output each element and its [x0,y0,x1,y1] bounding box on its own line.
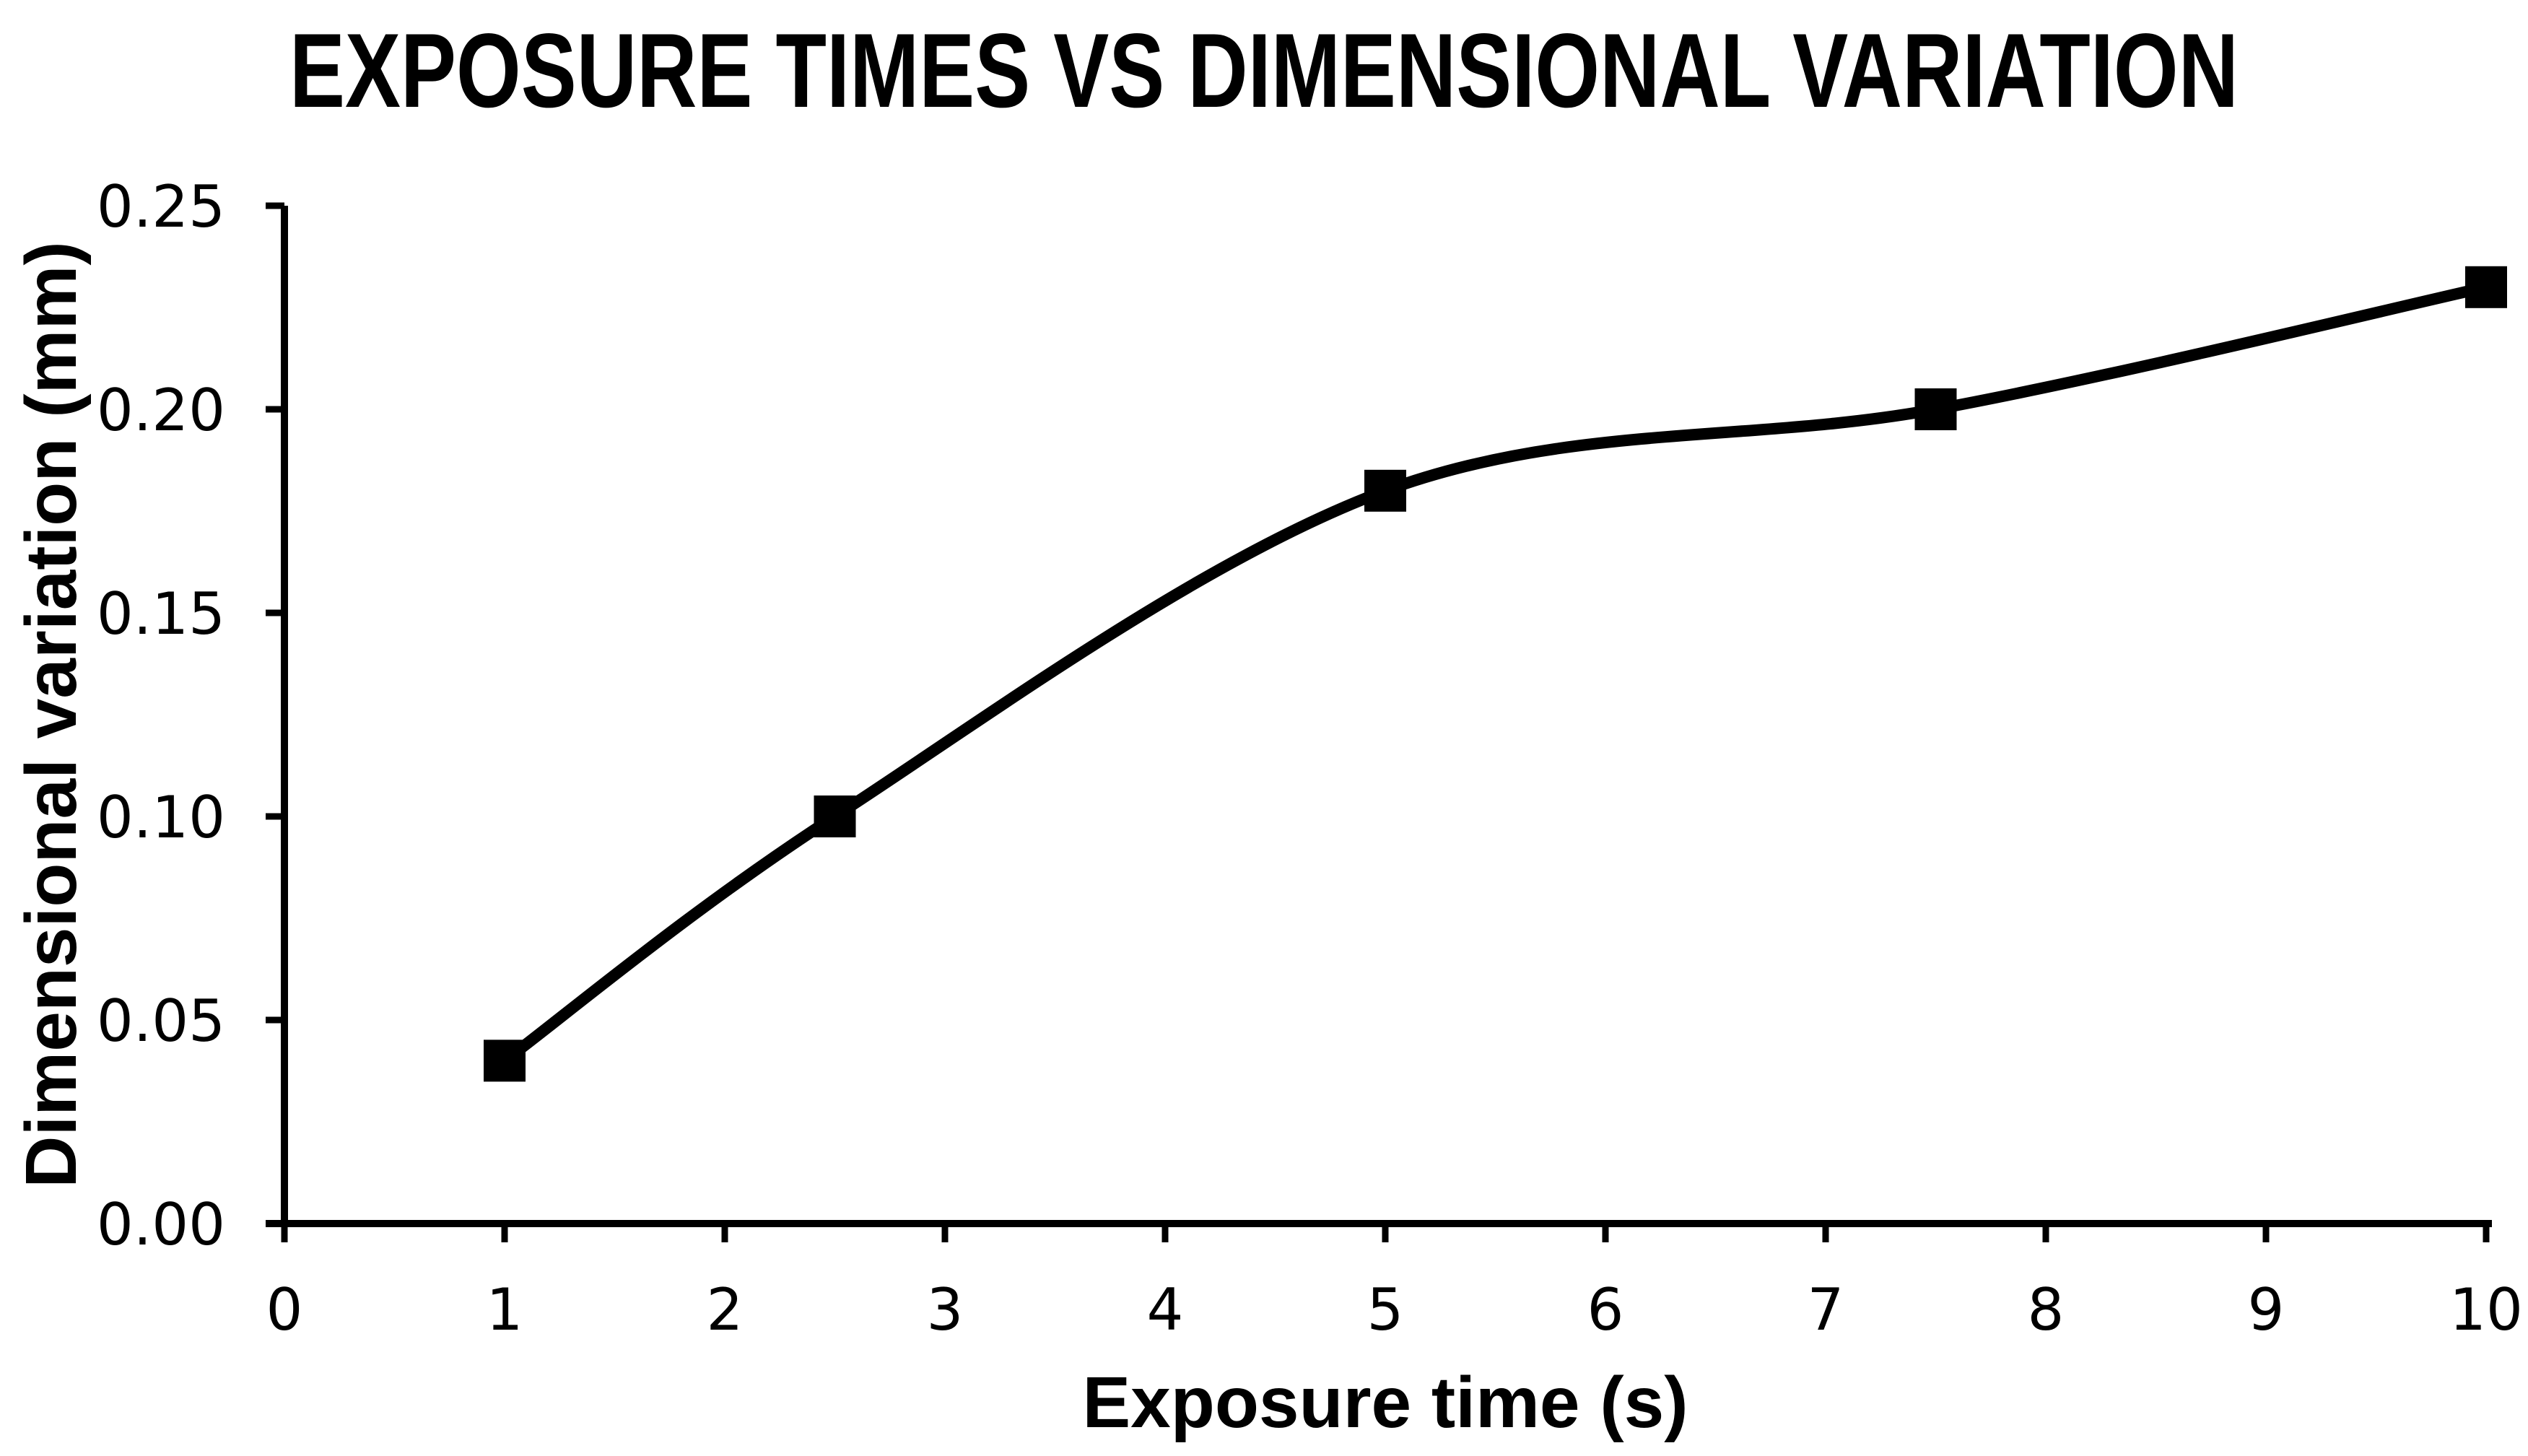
data-point-marker [1914,388,1957,430]
x-tick-label: 9 [2248,1276,2285,1343]
x-tick-label: 4 [1147,1276,1184,1343]
x-axis-title: Exposure time (s) [1082,1362,1688,1443]
data-point-marker [484,1039,526,1082]
x-tick-label: 6 [1587,1276,1624,1343]
y-tick-label: 0.20 [97,377,225,444]
data-point-marker [814,795,856,837]
y-tick-label: 0.10 [97,784,225,851]
series-line [501,281,2488,1065]
x-tick-label: 10 [2449,1276,2523,1343]
x-tick-label: 0 [266,1276,303,1343]
data-point-marker [2465,266,2507,308]
chart-title: EXPOSURE TIMES VS DIMENSIONAL VARIATION [289,12,2239,129]
x-tick-label: 2 [707,1276,744,1343]
x-tick-label: 8 [2028,1276,2065,1343]
series-layer [484,266,2507,1082]
y-tick-label: 0.00 [97,1191,225,1258]
axes-layer: 0.00 0.05 0.10 0.15 0.20 0.25 0 1 2 3 4 5 6 7 8 9 10 [97,173,2523,1343]
x-tick-label: 3 [927,1276,964,1343]
y-tick-label: 0.05 [97,988,225,1055]
y-tick-label: 0.15 [97,580,225,648]
x-tick-label: 5 [1367,1276,1404,1343]
x-tick-label: 1 [487,1276,523,1343]
data-point-marker [1364,469,1406,512]
x-tick-label: 7 [1808,1276,1844,1343]
y-axis-title: Dimensional variation (mm) [11,241,92,1187]
y-tick-label: 0.25 [97,173,225,240]
